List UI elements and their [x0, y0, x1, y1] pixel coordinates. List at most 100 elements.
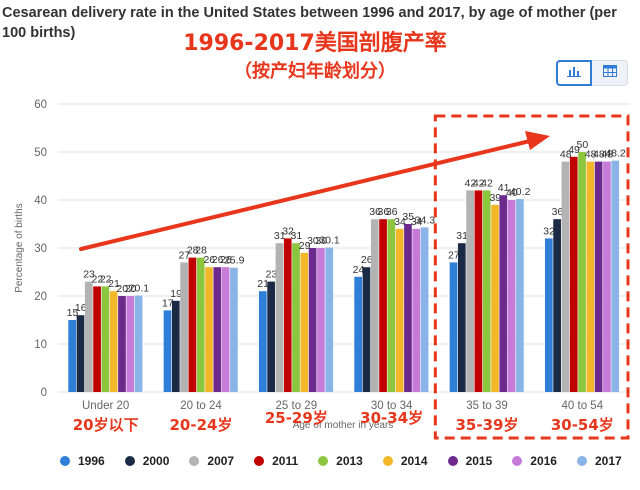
bar-2014-5	[586, 161, 595, 392]
chart-view-button[interactable]	[556, 60, 592, 86]
data-label: 48	[560, 149, 572, 161]
x-tick-label: Under 20	[82, 400, 129, 412]
bar-2007-1	[180, 262, 188, 392]
data-label: 26	[212, 254, 224, 266]
bar-2007-2	[275, 243, 284, 392]
bar-2015-1	[213, 267, 222, 392]
data-label: 28	[187, 245, 199, 257]
x-tick-label: 20 to 24	[180, 400, 222, 412]
data-label: 21	[108, 278, 120, 290]
bar-2016-5	[603, 161, 611, 392]
data-label: 29	[299, 240, 311, 252]
bar-2016-1	[221, 267, 230, 392]
x-axis-label: Age of mother in years	[293, 420, 394, 431]
trend-arrow-head	[525, 131, 550, 150]
legend-item-2015[interactable]: 2015	[447, 454, 492, 468]
legend-item-2016[interactable]: 2016	[512, 454, 557, 468]
category-annotation-cn: 20-24岁	[170, 416, 233, 434]
bar-2000-0	[76, 315, 85, 392]
annotation-title-main: 1996-2017美国剖腹产率	[183, 31, 447, 56]
bar-2015-5	[594, 161, 603, 392]
bar-2000-5	[553, 219, 561, 392]
bar-2007-5	[561, 161, 570, 392]
data-label: 34	[394, 216, 406, 228]
bar-2014-2	[300, 252, 309, 392]
y-tick-label: 60	[34, 99, 47, 111]
chart-legend: 1996 2000 2007 2011 2013 2014 2015 2016 2017	[60, 450, 622, 472]
table-view-button[interactable]	[592, 60, 628, 86]
data-label: 30	[307, 235, 319, 247]
data-label: 42	[473, 177, 485, 189]
data-label: 40.2	[510, 186, 531, 198]
legend-item-1996[interactable]: 1996	[60, 454, 105, 468]
legend-label: 2011	[272, 454, 299, 468]
legend-swatch	[576, 456, 587, 466]
legend-item-2007[interactable]: 2007	[189, 454, 234, 468]
bar-1996-0	[68, 320, 77, 392]
bar-2000-4	[457, 243, 466, 392]
bar-2014-3	[395, 228, 404, 392]
bar-2013-2	[292, 243, 300, 392]
data-label: 35	[402, 211, 414, 223]
legend-swatch	[124, 456, 135, 466]
data-label: 27	[179, 249, 191, 261]
data-label: 22	[92, 273, 104, 285]
data-label: 16	[75, 302, 87, 314]
category-annotation-cn: 30-54岁	[551, 416, 614, 434]
bar-2016-4	[507, 200, 516, 392]
legend-item-2011[interactable]: 2011	[254, 454, 298, 468]
bar-2007-4	[466, 190, 474, 392]
legend-label: 1996	[78, 454, 105, 468]
legend-label: 2016	[530, 454, 557, 468]
data-label: 27	[448, 249, 460, 261]
annotation-title-sub: （按产妇年龄划分）	[234, 61, 396, 82]
annotation-title: 1996-2017美国剖腹产率 （按产妇年龄划分）	[150, 30, 480, 86]
bar-1996-4	[449, 262, 458, 392]
data-label: 19	[170, 288, 182, 300]
bar-chart-icon	[567, 64, 581, 82]
data-label: 20.1	[129, 283, 150, 295]
bar-1996-3	[354, 276, 363, 392]
data-label: 31	[456, 230, 468, 242]
data-label: 32	[282, 225, 294, 237]
data-label: 36	[386, 206, 398, 218]
category-annotation-cn: 30-34岁	[360, 409, 423, 427]
x-tick-label: 30 to 34	[371, 400, 413, 412]
y-tick-label: 20	[34, 291, 47, 303]
legend-item-2014[interactable]: 2014	[382, 454, 428, 468]
data-label: 31	[290, 230, 302, 242]
legend-item-2017[interactable]: 2017	[576, 454, 622, 468]
bar-2013-0	[101, 286, 110, 392]
legend-swatch	[189, 456, 200, 466]
data-label: 36	[369, 206, 381, 218]
category-annotation-cn: 20岁以下	[73, 416, 139, 434]
data-label: 15	[67, 307, 79, 319]
data-label: 22	[100, 273, 112, 285]
data-label: 17	[162, 297, 174, 309]
legend-item-2013[interactable]: 2013	[318, 454, 363, 468]
data-label: 42	[481, 177, 493, 189]
data-label: 48	[601, 149, 613, 161]
data-label: 23	[266, 269, 278, 281]
bar-2017-2	[325, 247, 334, 392]
legend-label: 2007	[207, 454, 235, 468]
data-label: 30.1	[319, 235, 340, 247]
legend-swatch	[382, 456, 393, 466]
bar-2011-4	[474, 190, 483, 392]
legend-item-2000[interactable]: 2000	[124, 454, 169, 468]
bar-2015-0	[118, 296, 126, 392]
bar-2017-3	[420, 227, 429, 392]
y-tick-label: 30	[34, 243, 47, 255]
bar-2000-1	[171, 300, 180, 392]
bar-2000-2	[267, 281, 275, 392]
data-label: 48.2	[605, 148, 626, 160]
data-label: 36	[378, 206, 390, 218]
data-label: 48	[593, 149, 605, 161]
data-label: 26	[220, 254, 232, 266]
legend-swatch	[447, 456, 458, 466]
data-label: 48	[585, 149, 597, 161]
bar-2013-4	[482, 190, 491, 392]
data-label: 20	[116, 283, 128, 295]
bar-2014-0	[109, 291, 118, 392]
